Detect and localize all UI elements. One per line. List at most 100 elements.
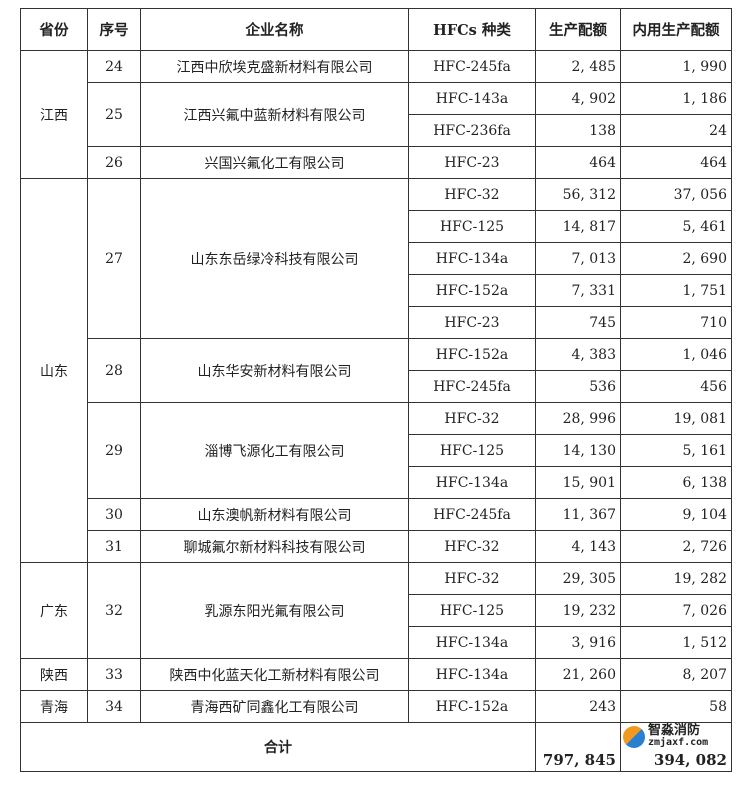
internal-quota-cell: 37, 056: [620, 178, 732, 211]
internal-quota-cell: 24: [620, 114, 732, 147]
hfc-type-cell: HFC-23: [408, 146, 536, 179]
company-cell: 山东东岳绿冷科技有限公司: [140, 178, 409, 339]
production-quota-cell: 243: [535, 690, 621, 723]
company-cell: 陕西中化蓝天化工新材料有限公司: [140, 658, 409, 691]
hfc-type-cell: HFC-245fa: [408, 498, 536, 531]
hfc-type-cell: HFC-134a: [408, 626, 536, 659]
table-row: 青海 34 青海西矿同鑫化工有限公司 HFC-152a 243 58: [20, 690, 732, 723]
column-header: 序号: [87, 8, 141, 51]
production-quota-cell: 2, 485: [535, 50, 621, 83]
hfc-type-cell: HFC-32: [408, 530, 536, 563]
internal-quota-cell: 6, 138: [620, 466, 732, 499]
column-header: 生产配额: [535, 8, 621, 51]
hfc-type-cell: HFC-245fa: [408, 50, 536, 83]
number-cell: 27: [87, 178, 141, 339]
table-row: 26 兴国兴氟化工有限公司 HFC-23 464 464: [21, 146, 732, 179]
table-row: HFC-125 14, 130 5, 161: [21, 434, 732, 467]
hfc-type-cell: HFC-245fa: [408, 370, 536, 403]
production-quota-cell: 28, 996: [535, 402, 621, 435]
company-cell: 山东华安新材料有限公司: [140, 338, 409, 403]
hfc-type-cell: HFC-125: [408, 210, 536, 243]
column-header: HFCs 种类: [408, 8, 536, 51]
number-cell: 26: [87, 146, 141, 179]
internal-quota-cell: 2, 690: [620, 242, 732, 275]
total-internal-quota-cell: 智淼消防 zmjaxf.com 394, 082: [620, 722, 732, 772]
internal-quota-cell: 7, 026: [620, 594, 732, 627]
total-internal-quota: 394, 082: [653, 751, 727, 769]
production-quota-cell: 4, 902: [535, 82, 621, 115]
total-label: 合计: [20, 722, 536, 772]
number-cell: 30: [87, 498, 141, 531]
table-row: HFC-134a 15, 901 6, 138: [21, 466, 732, 499]
hfc-type-cell: HFC-236fa: [408, 114, 536, 147]
hfc-quota-table: 省份 序号 企业名称 HFCs 种类 生产配额 内用生产配额 江西 24 江西中欣埃克盛新材料…: [20, 8, 732, 772]
table-row: 25 江西兴氟中蓝新材料有限公司 HFC-143a 4, 902 1, 186: [21, 82, 732, 147]
province-cell: 江西: [20, 50, 88, 179]
table-row: 江西 24 江西中欣埃克盛新材料有限公司 HFC-245fa 2, 485 1, 990: [20, 50, 732, 179]
column-header: 企业名称: [140, 8, 409, 51]
number-cell: 33: [87, 658, 141, 691]
production-quota-cell: 3, 916: [535, 626, 621, 659]
hfc-type-cell: HFC-23: [408, 306, 536, 339]
column-header: 省份: [20, 8, 88, 51]
total-production-quota: 797, 845: [535, 722, 621, 772]
production-quota-cell: 745: [535, 306, 621, 339]
hfc-type-cell: HFC-32: [408, 562, 536, 595]
production-quota-cell: 21, 260: [535, 658, 621, 691]
internal-quota-cell: 710: [620, 306, 732, 339]
column-header: 内用生产配额: [620, 8, 732, 51]
hfc-type-cell: HFC-125: [408, 594, 536, 627]
internal-quota-cell: 5, 461: [620, 210, 732, 243]
hfc-type-cell: HFC-32: [408, 178, 536, 211]
table-row: HFC-236fa 138 24: [21, 114, 732, 147]
production-quota-cell: 19, 232: [535, 594, 621, 627]
table-row: 28 山东华安新材料有限公司 HFC-152a 4, 383 1, 046: [21, 338, 732, 403]
production-quota-cell: 7, 013: [535, 242, 621, 275]
number-cell: 28: [87, 338, 141, 403]
table-row: 29 淄博飞源化工有限公司 HFC-32 28, 996 19, 081: [21, 402, 732, 499]
logo-icon: [623, 726, 645, 748]
company-cell: 聊城氟尔新材料科技有限公司: [140, 530, 409, 563]
number-cell: 31: [87, 530, 141, 563]
table-row: HFC-245fa 536 456: [21, 370, 732, 403]
company-cell: 淄博飞源化工有限公司: [140, 402, 409, 499]
hfc-type-cell: HFC-32: [408, 402, 536, 435]
table-row: 山东 27 山东东岳绿冷科技有限公司 HFC-32 56, 312 37, 056: [20, 178, 732, 563]
hfc-type-cell: HFC-125: [408, 434, 536, 467]
company-cell: 山东澳帆新材料有限公司: [140, 498, 409, 531]
hfc-type-cell: HFC-134a: [408, 242, 536, 275]
company-cell: 兴国兴氟化工有限公司: [140, 146, 409, 179]
internal-quota-cell: 1, 186: [620, 82, 732, 115]
table-row: HFC-23 745 710: [21, 306, 732, 339]
production-quota-cell: 464: [535, 146, 621, 179]
watermark-name: 智淼消防: [648, 723, 701, 738]
province-cell: 陕西: [20, 658, 88, 691]
internal-quota-cell: 19, 081: [620, 402, 732, 435]
internal-quota-cell: 58: [620, 690, 732, 723]
production-quota-cell: 14, 817: [535, 210, 621, 243]
number-cell: 32: [87, 562, 141, 659]
table-row: 陕西 33 陕西中化蓝天化工新材料有限公司 HFC-134a 21, 260 8, 207: [20, 658, 732, 691]
hfc-type-cell: HFC-143a: [408, 82, 536, 115]
internal-quota-cell: 1, 512: [620, 626, 732, 659]
production-quota-cell: 15, 901: [535, 466, 621, 499]
company-cell: 青海西矿同鑫化工有限公司: [140, 690, 409, 723]
internal-quota-cell: 9, 104: [620, 498, 732, 531]
company-cell: 乳源东阳光氟有限公司: [140, 562, 409, 659]
total-row: 合计 797, 845 智淼消防 zmjaxf.com 394, 082: [20, 722, 732, 772]
table-row: 30 山东澳帆新材料有限公司 HFC-245fa 11, 367 9, 104: [21, 498, 732, 531]
production-quota-cell: 14, 130: [535, 434, 621, 467]
hfc-type-cell: HFC-152a: [408, 690, 536, 723]
table-row: HFC-125 14, 817 5, 461: [21, 210, 732, 243]
table-row: HFC-134a 7, 013 2, 690: [21, 242, 732, 275]
production-quota-cell: 7, 331: [535, 274, 621, 307]
company-cell: 江西兴氟中蓝新材料有限公司: [140, 82, 409, 147]
number-cell: 24: [87, 50, 141, 83]
internal-quota-cell: 1, 751: [620, 274, 732, 307]
hfc-type-cell: HFC-152a: [408, 338, 536, 371]
hfc-type-cell: HFC-152a: [408, 274, 536, 307]
watermark-logo: 智淼消防 zmjaxf.com: [623, 723, 709, 749]
watermark-site: zmjaxf.com: [648, 737, 709, 748]
production-quota-cell: 4, 383: [535, 338, 621, 371]
company-cell: 江西中欣埃克盛新材料有限公司: [140, 50, 409, 83]
